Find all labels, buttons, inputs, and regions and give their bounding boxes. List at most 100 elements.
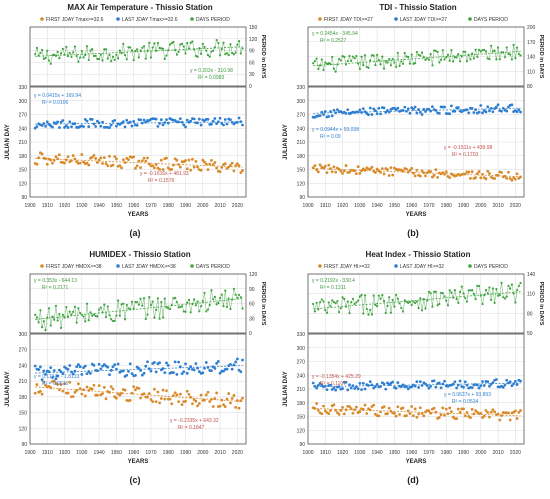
days-period-point [199, 52, 203, 55]
days-period-point [414, 301, 417, 305]
days-period-point [436, 50, 439, 54]
days-period-point [338, 311, 341, 314]
first-jday-point [488, 415, 491, 419]
x-tick-label: 1960 [406, 450, 417, 456]
last-jday-point [349, 386, 353, 390]
days-period-point [419, 54, 422, 57]
last-jday-point [437, 381, 441, 385]
last-jday-point [154, 370, 158, 374]
first-jday-point [372, 403, 376, 407]
days-period-point [471, 289, 474, 292]
days-period-point [433, 49, 436, 52]
last-jday-point [196, 121, 200, 125]
days-period-point [379, 297, 382, 300]
days-period-point [415, 300, 418, 303]
first-jday-point [175, 158, 179, 162]
first-jday-point [139, 166, 142, 170]
first-jday-point [382, 405, 386, 409]
last-jday-point [453, 380, 457, 384]
days-period-point [351, 55, 355, 58]
last-jday-point [94, 125, 98, 128]
days-period-point [339, 59, 342, 62]
last-jday-point [488, 384, 491, 388]
first-jday-point [59, 383, 63, 387]
days-period-point [40, 48, 44, 52]
last-jday-point [315, 386, 319, 390]
days-period-point [395, 293, 398, 296]
last-jday-point [322, 113, 325, 116]
legend-period-label: DAYS PERIOD [474, 17, 508, 23]
days-period-point [362, 63, 365, 67]
days-period-point [472, 292, 475, 296]
last-jday-point [95, 369, 99, 373]
last-jday-point [185, 371, 189, 375]
days-period-point [151, 46, 154, 49]
first-jday-point [71, 395, 75, 398]
last-jday-point [382, 382, 386, 386]
last-jday-point [92, 122, 96, 126]
first-jday-point [443, 413, 446, 417]
last-jday-point [408, 111, 412, 115]
last-jday-point [348, 383, 351, 387]
last-jday-point [213, 367, 217, 370]
first-jday-point [515, 172, 519, 176]
first-jday-point [323, 164, 327, 168]
first-jday-point [448, 406, 452, 410]
last-jday-point [97, 362, 101, 366]
last-jday-point [222, 123, 225, 127]
first-jday-point [405, 167, 408, 171]
first-jday-point [104, 397, 108, 401]
days-period-point [318, 64, 322, 67]
first-jday-point [120, 391, 123, 395]
days-period-point [106, 57, 109, 60]
first-jday-r-squared: R² = 0.1576 [148, 178, 174, 184]
days-period-point [44, 56, 47, 60]
last-jday-point [239, 370, 243, 374]
last-jday-point [92, 363, 96, 367]
first-jday-point [327, 412, 331, 416]
first-jday-point [334, 170, 338, 174]
last-jday-point [123, 125, 127, 129]
days-period-point [175, 301, 178, 304]
first-jday-point [178, 165, 182, 169]
first-jday-point [115, 396, 118, 400]
x-tick-label: 1930 [76, 203, 87, 209]
first-jday-point [142, 156, 146, 160]
days-period-point [441, 292, 444, 295]
days-period-point [512, 43, 515, 47]
days-period-point [123, 318, 127, 321]
first-jday-point [101, 392, 104, 395]
days-period-point [465, 300, 469, 303]
days-period-point [96, 57, 99, 61]
days-period-point [429, 52, 432, 56]
bottom-y-tick-label: 330 [19, 85, 28, 91]
last-jday-point [346, 108, 350, 112]
days-period-point [180, 42, 184, 45]
last-jday-point [329, 383, 332, 387]
first-jday-point [507, 170, 510, 174]
days-period-point [85, 45, 89, 48]
last-jday-point [163, 371, 167, 375]
first-jday-point [180, 403, 184, 407]
days-period-point [196, 55, 199, 58]
days-period-point [339, 306, 342, 310]
last-jday-point [481, 111, 484, 115]
legend-period-label: DAYS PERIOD [474, 264, 508, 270]
first-jday-point [94, 157, 98, 160]
days-period-point [370, 54, 374, 57]
days-period-point [73, 45, 77, 48]
top-y-tick-label: 80 [527, 84, 533, 90]
first-jday-point [61, 389, 65, 393]
days-period-point [153, 42, 156, 45]
first-jday-point [227, 392, 231, 395]
first-jday-point [172, 394, 175, 397]
last-jday-point [391, 380, 395, 384]
days-period-point [161, 47, 165, 50]
last-jday-point [56, 120, 60, 124]
days-period-point [144, 57, 147, 60]
x-tick-label: 1900 [24, 450, 35, 456]
days-period-point [148, 41, 151, 44]
first-jday-point [194, 160, 198, 163]
days-period-point [58, 57, 61, 60]
first-jday-point [199, 168, 203, 172]
